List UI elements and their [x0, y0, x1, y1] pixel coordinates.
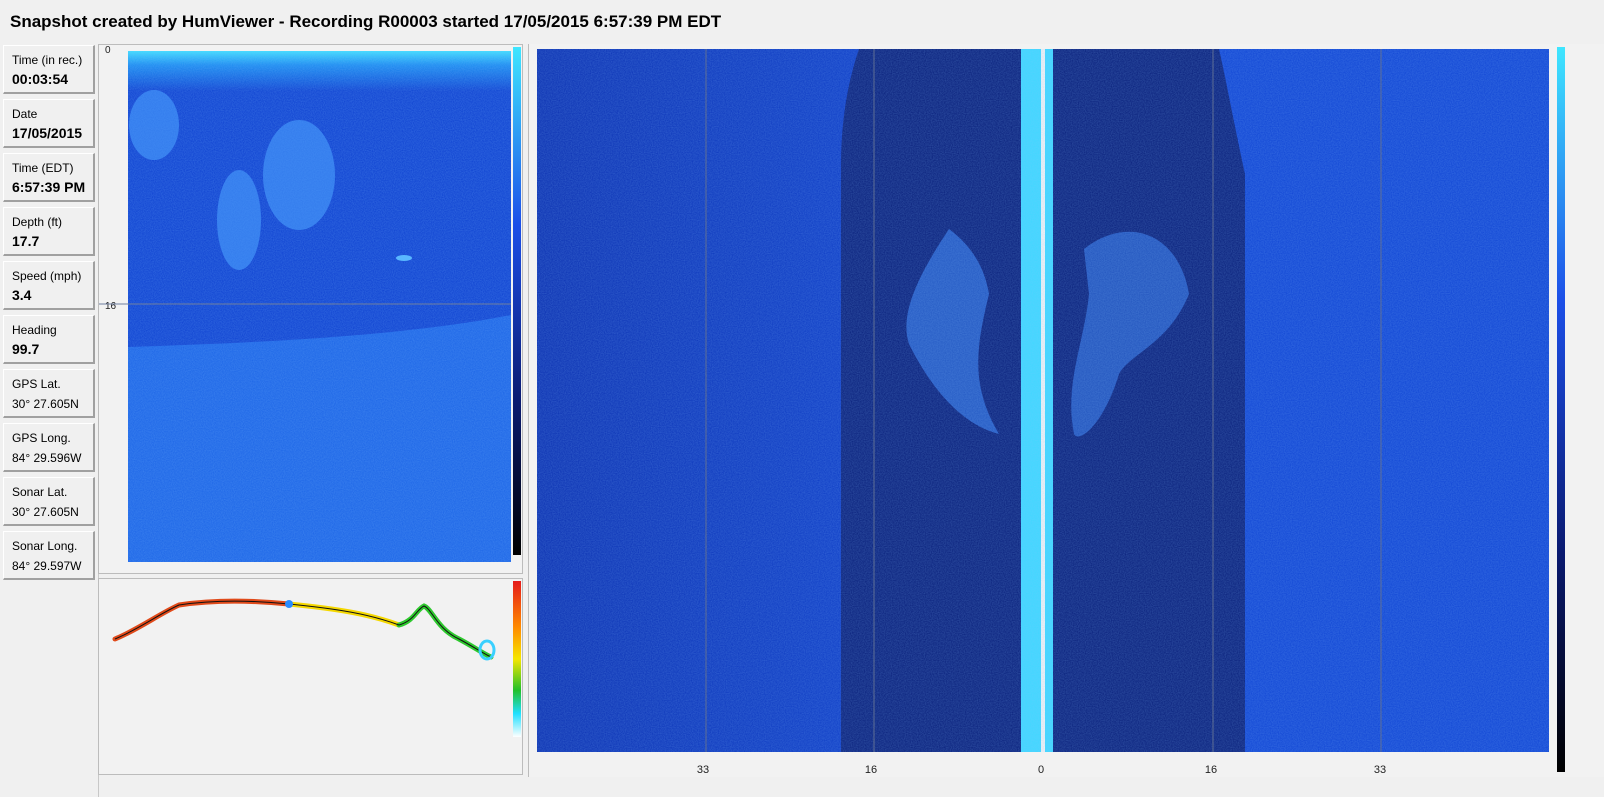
- info-value: 84° 29.596W: [12, 451, 82, 465]
- fish-arch: [129, 90, 335, 270]
- info-value: 00:03:54: [12, 71, 69, 87]
- sidescan-noise: [537, 49, 1549, 752]
- range-tick-label: 33: [1373, 764, 1387, 776]
- info-gps-lat: GPS Lat. 30° 27.605N: [3, 369, 95, 418]
- track-centerline: [114, 600, 492, 658]
- info-label: GPS Lat.: [12, 377, 61, 391]
- info-date: Date 17/05/2015: [3, 99, 95, 148]
- info-value: 6:57:39 PM: [12, 179, 86, 195]
- info-label: Date: [12, 107, 38, 121]
- info-sonar-lat: Sonar Lat. 30° 27.605N: [3, 477, 95, 526]
- sonar-noise: [128, 51, 511, 562]
- info-label: GPS Long.: [12, 431, 71, 445]
- info-label: Heading: [12, 323, 57, 337]
- track-end-loop: [478, 639, 496, 661]
- info-label: Time (EDT): [12, 161, 74, 175]
- depth-tick-label: 16: [105, 301, 117, 312]
- info-heading: Heading 99.7: [3, 315, 95, 364]
- side-color-scale-bar: [1557, 47, 1565, 772]
- range-tick-label: 0: [1037, 764, 1045, 776]
- track-plot[interactable]: [99, 579, 522, 774]
- info-value: 84° 29.597W: [12, 559, 82, 573]
- info-label: Sonar Lat.: [12, 485, 68, 499]
- color-scale-bar: [513, 47, 521, 555]
- track-plot-panel: [98, 578, 523, 775]
- info-column: Time (in rec.) 00:03:54 Date 17/05/2015 …: [0, 44, 99, 797]
- sidescan-panel: [528, 44, 1604, 777]
- fish-target: [396, 255, 412, 261]
- info-value: 17/05/2015: [12, 125, 83, 141]
- track-segment-red: [112, 598, 292, 642]
- info-value: 17.7: [12, 233, 40, 249]
- sidescan-image[interactable]: [529, 44, 1604, 777]
- depth-tick-label: 0: [105, 45, 111, 56]
- info-label: Sonar Long.: [12, 539, 78, 553]
- info-value: 99.7: [12, 341, 40, 357]
- downscan-image[interactable]: [99, 45, 522, 573]
- info-label: Speed (mph): [12, 269, 82, 283]
- info-value: 30° 27.605N: [12, 505, 79, 519]
- window-title: Snapshot created by HumViewer - Recordin…: [10, 12, 722, 31]
- track-marker: [285, 600, 293, 608]
- track-segment-yellow: [286, 601, 402, 628]
- range-gridlines: [705, 49, 1382, 752]
- range-tick-label: 16: [864, 764, 878, 776]
- info-label: Depth (ft): [12, 215, 63, 229]
- info-label: Time (in rec.): [12, 53, 83, 67]
- info-depth: Depth (ft) 17.7: [3, 207, 95, 256]
- info-gps-long: GPS Long. 84° 29.596W: [3, 423, 95, 472]
- track-color-scale: [513, 581, 521, 737]
- info-sonar-long: Sonar Long. 84° 29.597W: [3, 531, 95, 580]
- downscan-panel: 0 16: [98, 44, 523, 574]
- range-tick-label: 33: [696, 764, 710, 776]
- range-tick-label: 16: [1204, 764, 1218, 776]
- info-speed: Speed (mph) 3.4: [3, 261, 95, 310]
- info-time-edt: Time (EDT) 6:57:39 PM: [3, 153, 95, 202]
- info-value: 3.4: [12, 287, 32, 303]
- info-value: 30° 27.605N: [12, 397, 79, 411]
- info-time-in-rec: Time (in rec.) 00:03:54: [3, 45, 95, 94]
